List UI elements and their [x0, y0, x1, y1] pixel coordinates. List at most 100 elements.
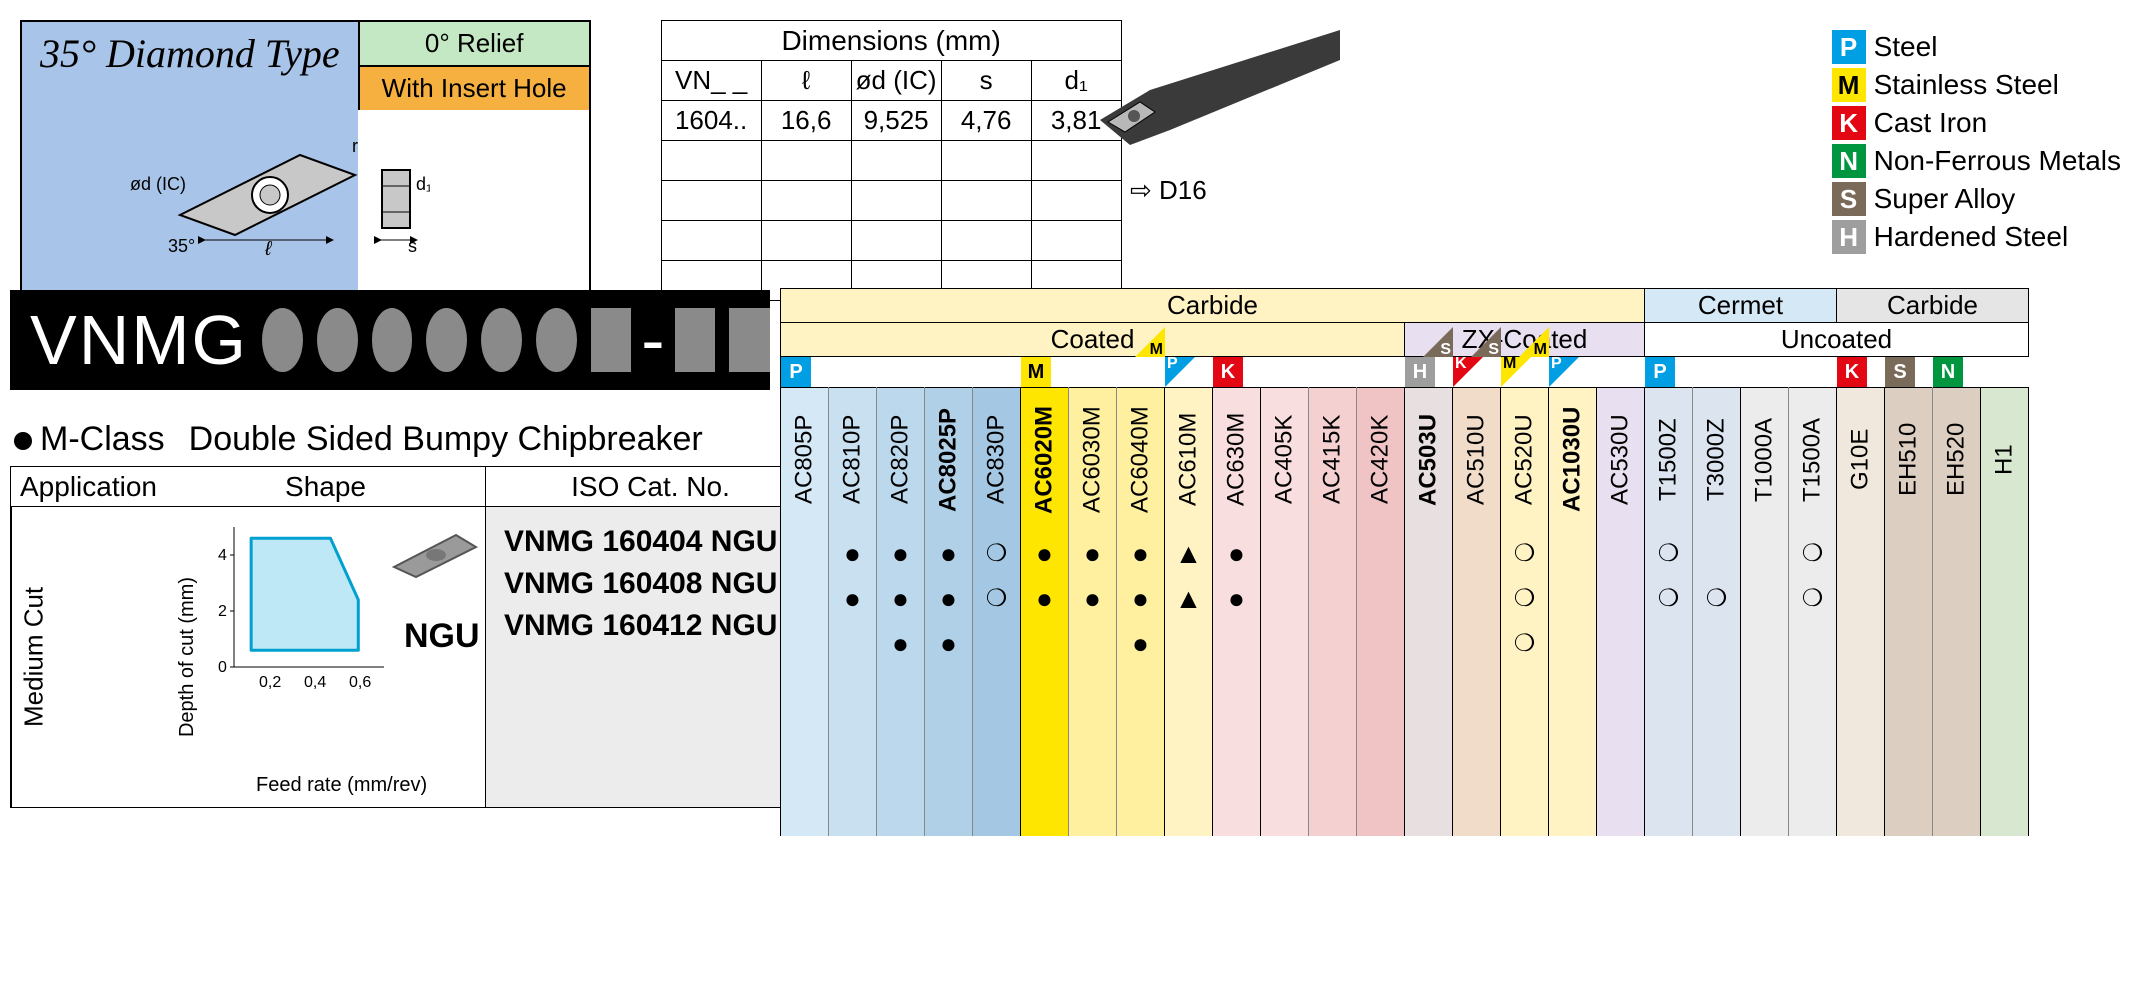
availability-mark	[1069, 576, 1116, 621]
matrix-group-material: Carbide	[781, 289, 1645, 323]
availability-mark	[1885, 531, 1932, 576]
availability-mark	[925, 621, 972, 666]
availability-mark	[1021, 531, 1068, 576]
grade-name: T1500A	[1789, 387, 1836, 531]
grade-name: EH520	[1933, 387, 1980, 531]
grade-column: AC503U	[1405, 387, 1453, 836]
availability-mark	[1165, 621, 1212, 666]
svg-text:2: 2	[218, 603, 227, 620]
series-code: VNMG	[30, 300, 248, 380]
dim-col: ød (IC)	[851, 61, 941, 101]
matrix-group-coating: Coated	[781, 323, 1405, 357]
legend-label: Super Alloy	[1874, 183, 2016, 215]
series-banner: VNMG -	[10, 290, 770, 390]
matrix-group-material: Cermet	[1645, 289, 1837, 323]
toolholder-figure: ⇨ D16	[1090, 30, 1370, 206]
hdr-shape: Shape	[166, 467, 485, 507]
availability-mark	[1597, 621, 1644, 666]
availability-mark	[1213, 621, 1260, 666]
iso-swatch-icon: P	[1832, 30, 1866, 64]
availability-mark	[1309, 576, 1356, 621]
dim-col: ℓ	[761, 61, 851, 101]
matrix-iso-cell: K	[1837, 357, 1885, 387]
availability-mark	[1933, 576, 1980, 621]
availability-mark	[973, 531, 1020, 576]
grade-column: EH520	[1933, 387, 1981, 836]
availability-mark	[1309, 621, 1356, 666]
legend-row: NNon-Ferrous Metals	[1832, 144, 2121, 178]
grade-column: AC630M	[1213, 387, 1261, 836]
legend-row: SSuper Alloy	[1832, 182, 2121, 216]
matrix-iso-cell: H	[1405, 357, 1453, 387]
grade-name: AC820P	[877, 387, 924, 531]
legend-row: HHardened Steel	[1832, 220, 2121, 254]
grade-column: AC830P	[973, 387, 1021, 836]
chipbreaker-code: NGU	[404, 617, 480, 656]
legend-label: Steel	[1874, 31, 1938, 63]
catalog-number: VNMG 160412 NGU	[504, 605, 797, 647]
availability-mark	[1597, 531, 1644, 576]
grade-column: EH510	[1885, 387, 1933, 836]
dim-cell: 9,525	[851, 101, 941, 141]
grade-name: AC6020M	[1021, 387, 1068, 531]
hole-label: With Insert Hole	[358, 67, 589, 110]
matrix-group-coating: Uncoated	[1645, 323, 2029, 357]
grade-name: G10E	[1837, 387, 1884, 531]
availability-mark	[829, 621, 876, 666]
grade-column: AC820P	[877, 387, 925, 836]
availability-mark	[1789, 531, 1836, 576]
grade-name: AC503U	[1405, 387, 1452, 531]
availability-mark	[1117, 621, 1164, 666]
svg-text:0: 0	[218, 659, 227, 676]
matrix-iso-cell: K	[1213, 357, 1261, 387]
legend-row: PSteel	[1832, 30, 2121, 64]
svg-text:4: 4	[218, 547, 227, 564]
grade-name: AC510U	[1453, 387, 1500, 531]
grade-name: AC8025P	[925, 387, 972, 531]
availability-mark	[1501, 531, 1548, 576]
iso-swatch-icon: K	[1832, 106, 1866, 140]
availability-mark	[1741, 531, 1788, 576]
insert-rendering	[386, 527, 481, 587]
availability-mark	[1501, 576, 1548, 621]
grade-column: AC415K	[1309, 387, 1357, 836]
matrix-iso-cell: P	[781, 357, 1021, 387]
dim-col: VN_ _	[661, 61, 761, 101]
grade-column: T3000Z	[1693, 387, 1741, 836]
hdr-iso: ISO Cat. No.	[486, 467, 815, 507]
cutting-range-chart: 0 2 4 0,2 0,4 0,6	[214, 517, 394, 697]
grade-column: AC610M	[1165, 387, 1213, 836]
grade-name: AC630M	[1213, 387, 1260, 531]
availability-mark	[1501, 621, 1548, 666]
availability-mark	[1645, 576, 1692, 621]
availability-mark	[1789, 576, 1836, 621]
grade-name: AC420K	[1357, 387, 1404, 531]
matrix-iso-cell: S	[1885, 357, 1933, 387]
availability-mark	[1261, 621, 1308, 666]
grade-name: AC810P	[829, 387, 876, 531]
chipbreaker-subtitle: M-Class Double Sided Bumpy Chipbreaker	[14, 420, 703, 459]
catalog-number: VNMG 160404 NGU	[504, 521, 797, 563]
grade-column: T1500Z	[1645, 387, 1693, 836]
matrix-iso-cell: P	[1645, 357, 1741, 387]
matrix-iso-cell: PM	[1549, 357, 1597, 387]
grade-column: AC1030U	[1549, 387, 1597, 836]
availability-mark	[1933, 621, 1980, 666]
availability-mark	[1885, 621, 1932, 666]
legend-label: Cast Iron	[1874, 107, 1988, 139]
grade-name: AC830P	[973, 387, 1020, 531]
svg-text:d₁: d₁	[416, 174, 430, 194]
availability-mark	[877, 531, 924, 576]
grade-column: AC420K	[1357, 387, 1405, 836]
availability-mark	[1981, 621, 2028, 666]
availability-mark	[1021, 576, 1068, 621]
grade-name: T1500Z	[1645, 387, 1692, 531]
availability-mark	[1837, 621, 1884, 666]
availability-mark	[877, 621, 924, 666]
availability-mark	[1357, 531, 1404, 576]
grade-name: AC1030U	[1549, 387, 1596, 531]
availability-mark	[1309, 531, 1356, 576]
availability-mark	[1645, 621, 1692, 666]
availability-mark	[1693, 531, 1740, 576]
holder-ref: ⇨ D16	[1130, 175, 1370, 206]
